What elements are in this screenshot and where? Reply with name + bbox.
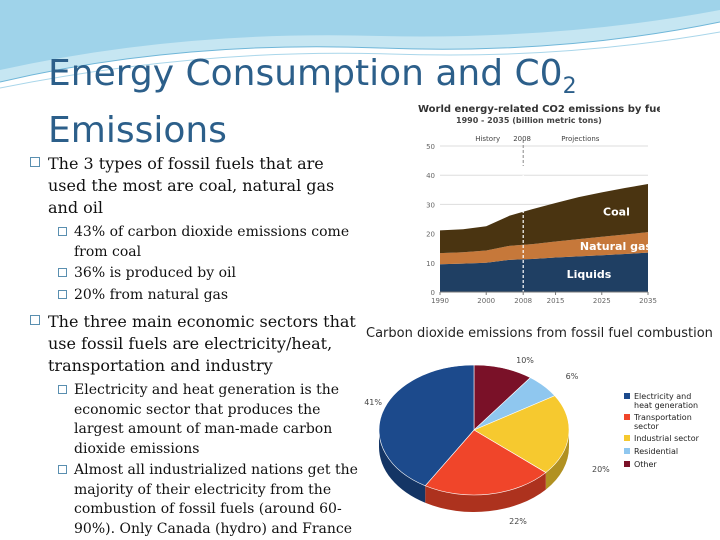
pie-chart-title: Carbon dioxide emissions from fossil fue… bbox=[366, 326, 713, 341]
bullet-square-icon bbox=[58, 268, 67, 277]
pie-chart: Carbon dioxide emissions from fossil fue… bbox=[364, 326, 713, 526]
area-y-tick-label: 20 bbox=[426, 231, 435, 239]
area-x-tick-label: 1990 bbox=[431, 297, 449, 305]
area-y-tick-label: 0 bbox=[431, 289, 435, 297]
pie-legend-label-line2: sector bbox=[634, 422, 660, 431]
pie-slice-side bbox=[379, 430, 426, 503]
area-series-liquids bbox=[440, 252, 648, 292]
title-subscript: 2 bbox=[562, 74, 577, 99]
area-series-natural-gas bbox=[440, 232, 648, 265]
bullet-square-icon bbox=[58, 385, 67, 394]
area-chart-title: World energy-related CO2 emissions by fu… bbox=[418, 104, 660, 115]
sub-bullet-electricity: Electricity and heat generation is the e… bbox=[58, 381, 360, 459]
sub-bullet-coal: 43% of carbon dioxide emissions come fro… bbox=[58, 223, 360, 262]
sub-bullet-industrialized-nations: Almost all industrialized nations get th… bbox=[58, 461, 360, 540]
area-x-tick-label: 2008 bbox=[514, 297, 532, 305]
pie-legend-swatch bbox=[624, 435, 630, 441]
area-chart-subtitle: 1990 - 2035 (billion metric tons) bbox=[456, 116, 602, 125]
area-y-tick-label: 10 bbox=[426, 260, 435, 268]
bullet-square-icon bbox=[58, 289, 67, 299]
sub-bullet-natural-gas: 20% from natural gas bbox=[58, 286, 360, 306]
slide-title: Energy Consumption and C02 Emissions bbox=[48, 48, 608, 157]
area-chart: World energy-related CO2 emissions by fu… bbox=[418, 104, 660, 305]
bullet-list: The 3 types of fossil fuels that are use… bbox=[30, 153, 360, 540]
pie-legend-label-line1: Electricity and bbox=[634, 392, 691, 401]
area-x-tick-label: 2015 bbox=[547, 297, 565, 305]
pie-slice-transportation-sector bbox=[424, 429, 547, 496]
pie-value-label: 22% bbox=[509, 517, 527, 526]
pie-value-label: 10% bbox=[516, 356, 534, 365]
pie-value-label: 6% bbox=[566, 372, 579, 381]
pie-slice-side bbox=[545, 430, 569, 490]
bullet-square-icon bbox=[30, 315, 40, 325]
area-y-tick-label: 40 bbox=[426, 172, 435, 180]
pie-slice-electricity-and-heat-generation bbox=[378, 364, 475, 487]
pie-slice-industrial-sector bbox=[473, 395, 570, 473]
area-y-tick-label: 30 bbox=[426, 201, 435, 209]
area-y-tick-label: 50 bbox=[426, 143, 435, 151]
area-x-tick-label: 2025 bbox=[593, 297, 611, 305]
pie-legend-label: Other bbox=[634, 460, 657, 469]
title-line2: Emissions bbox=[48, 110, 227, 151]
pie-legend-swatch bbox=[624, 414, 630, 420]
area-x-tick-label: 2000 bbox=[477, 297, 495, 305]
pie-legend-label: Residential bbox=[634, 447, 678, 456]
pie-value-label: 20% bbox=[592, 465, 610, 474]
pie-legend-swatch bbox=[624, 461, 630, 467]
title-main: Energy Consumption and C0 bbox=[48, 53, 563, 94]
bullet-square-icon bbox=[30, 157, 40, 167]
pie-legend-swatch bbox=[624, 393, 630, 399]
pie-slice-side bbox=[425, 472, 546, 512]
area-series-label: Coal bbox=[603, 205, 630, 218]
area-series-label: Liquids bbox=[567, 268, 612, 281]
area-annotation-projections: Projections bbox=[561, 135, 600, 143]
area-annotation-2008: 2008 bbox=[513, 135, 531, 143]
pie-value-label: 41% bbox=[364, 398, 382, 407]
area-series-label: Natural gas bbox=[580, 240, 652, 253]
bullet-square-icon bbox=[58, 227, 67, 236]
slide-header-swoosh bbox=[0, 0, 720, 89]
bullet-economic-sectors: The three main economic sectors that use… bbox=[30, 311, 360, 377]
pie-legend-label-line1: Transportation bbox=[633, 413, 692, 422]
pie-legend-label: Industrial sector bbox=[634, 434, 700, 443]
area-annotation-history: History bbox=[475, 135, 500, 143]
sub-bullet-oil: 36% is produced by oil bbox=[58, 264, 360, 284]
area-series-coal bbox=[440, 183, 648, 254]
pie-legend-swatch bbox=[624, 448, 630, 454]
bullet-square-icon bbox=[58, 465, 67, 474]
bullet-fossil-fuels: The 3 types of fossil fuels that are use… bbox=[30, 153, 360, 219]
pie-legend-label-line2: heat generation bbox=[634, 401, 698, 410]
area-x-tick-label: 2035 bbox=[639, 297, 657, 305]
